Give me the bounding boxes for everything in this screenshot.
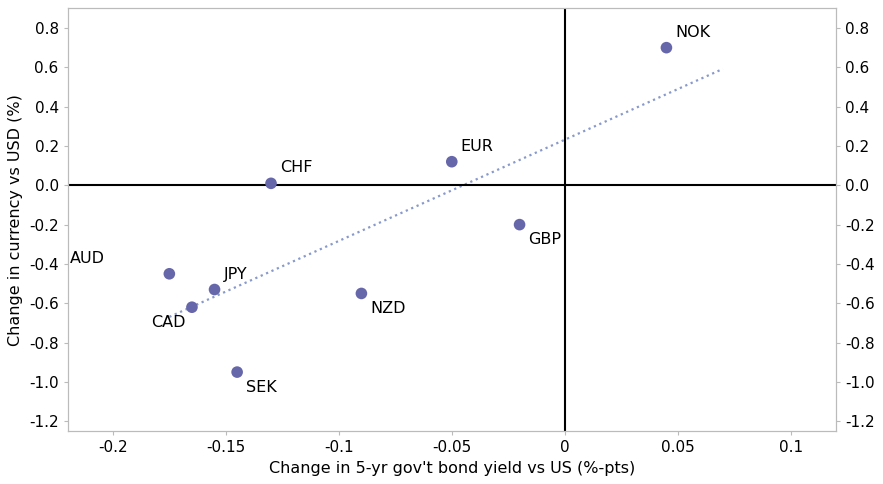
Point (185, 303, 199, 311)
Text: JPY: JPY (223, 267, 247, 282)
Point (208, 286, 222, 293)
Text: EUR: EUR (461, 139, 494, 154)
Text: CHF: CHF (280, 161, 313, 176)
Text: NOK: NOK (675, 25, 711, 40)
Text: GBP: GBP (529, 232, 562, 247)
Y-axis label: Change in currency vs USD (%): Change in currency vs USD (%) (8, 94, 23, 346)
Point (445, 158, 459, 166)
Point (162, 270, 177, 278)
Text: AUD: AUD (70, 251, 105, 266)
Text: SEK: SEK (246, 380, 277, 395)
Text: NZD: NZD (371, 302, 406, 317)
Text: CAD: CAD (151, 315, 185, 330)
Point (264, 180, 278, 187)
Point (354, 289, 368, 297)
Point (230, 368, 245, 376)
Point (660, 44, 674, 51)
X-axis label: Change in 5-yr gov't bond yield vs US (%-pts): Change in 5-yr gov't bond yield vs US (%… (268, 461, 635, 476)
Point (512, 221, 526, 228)
